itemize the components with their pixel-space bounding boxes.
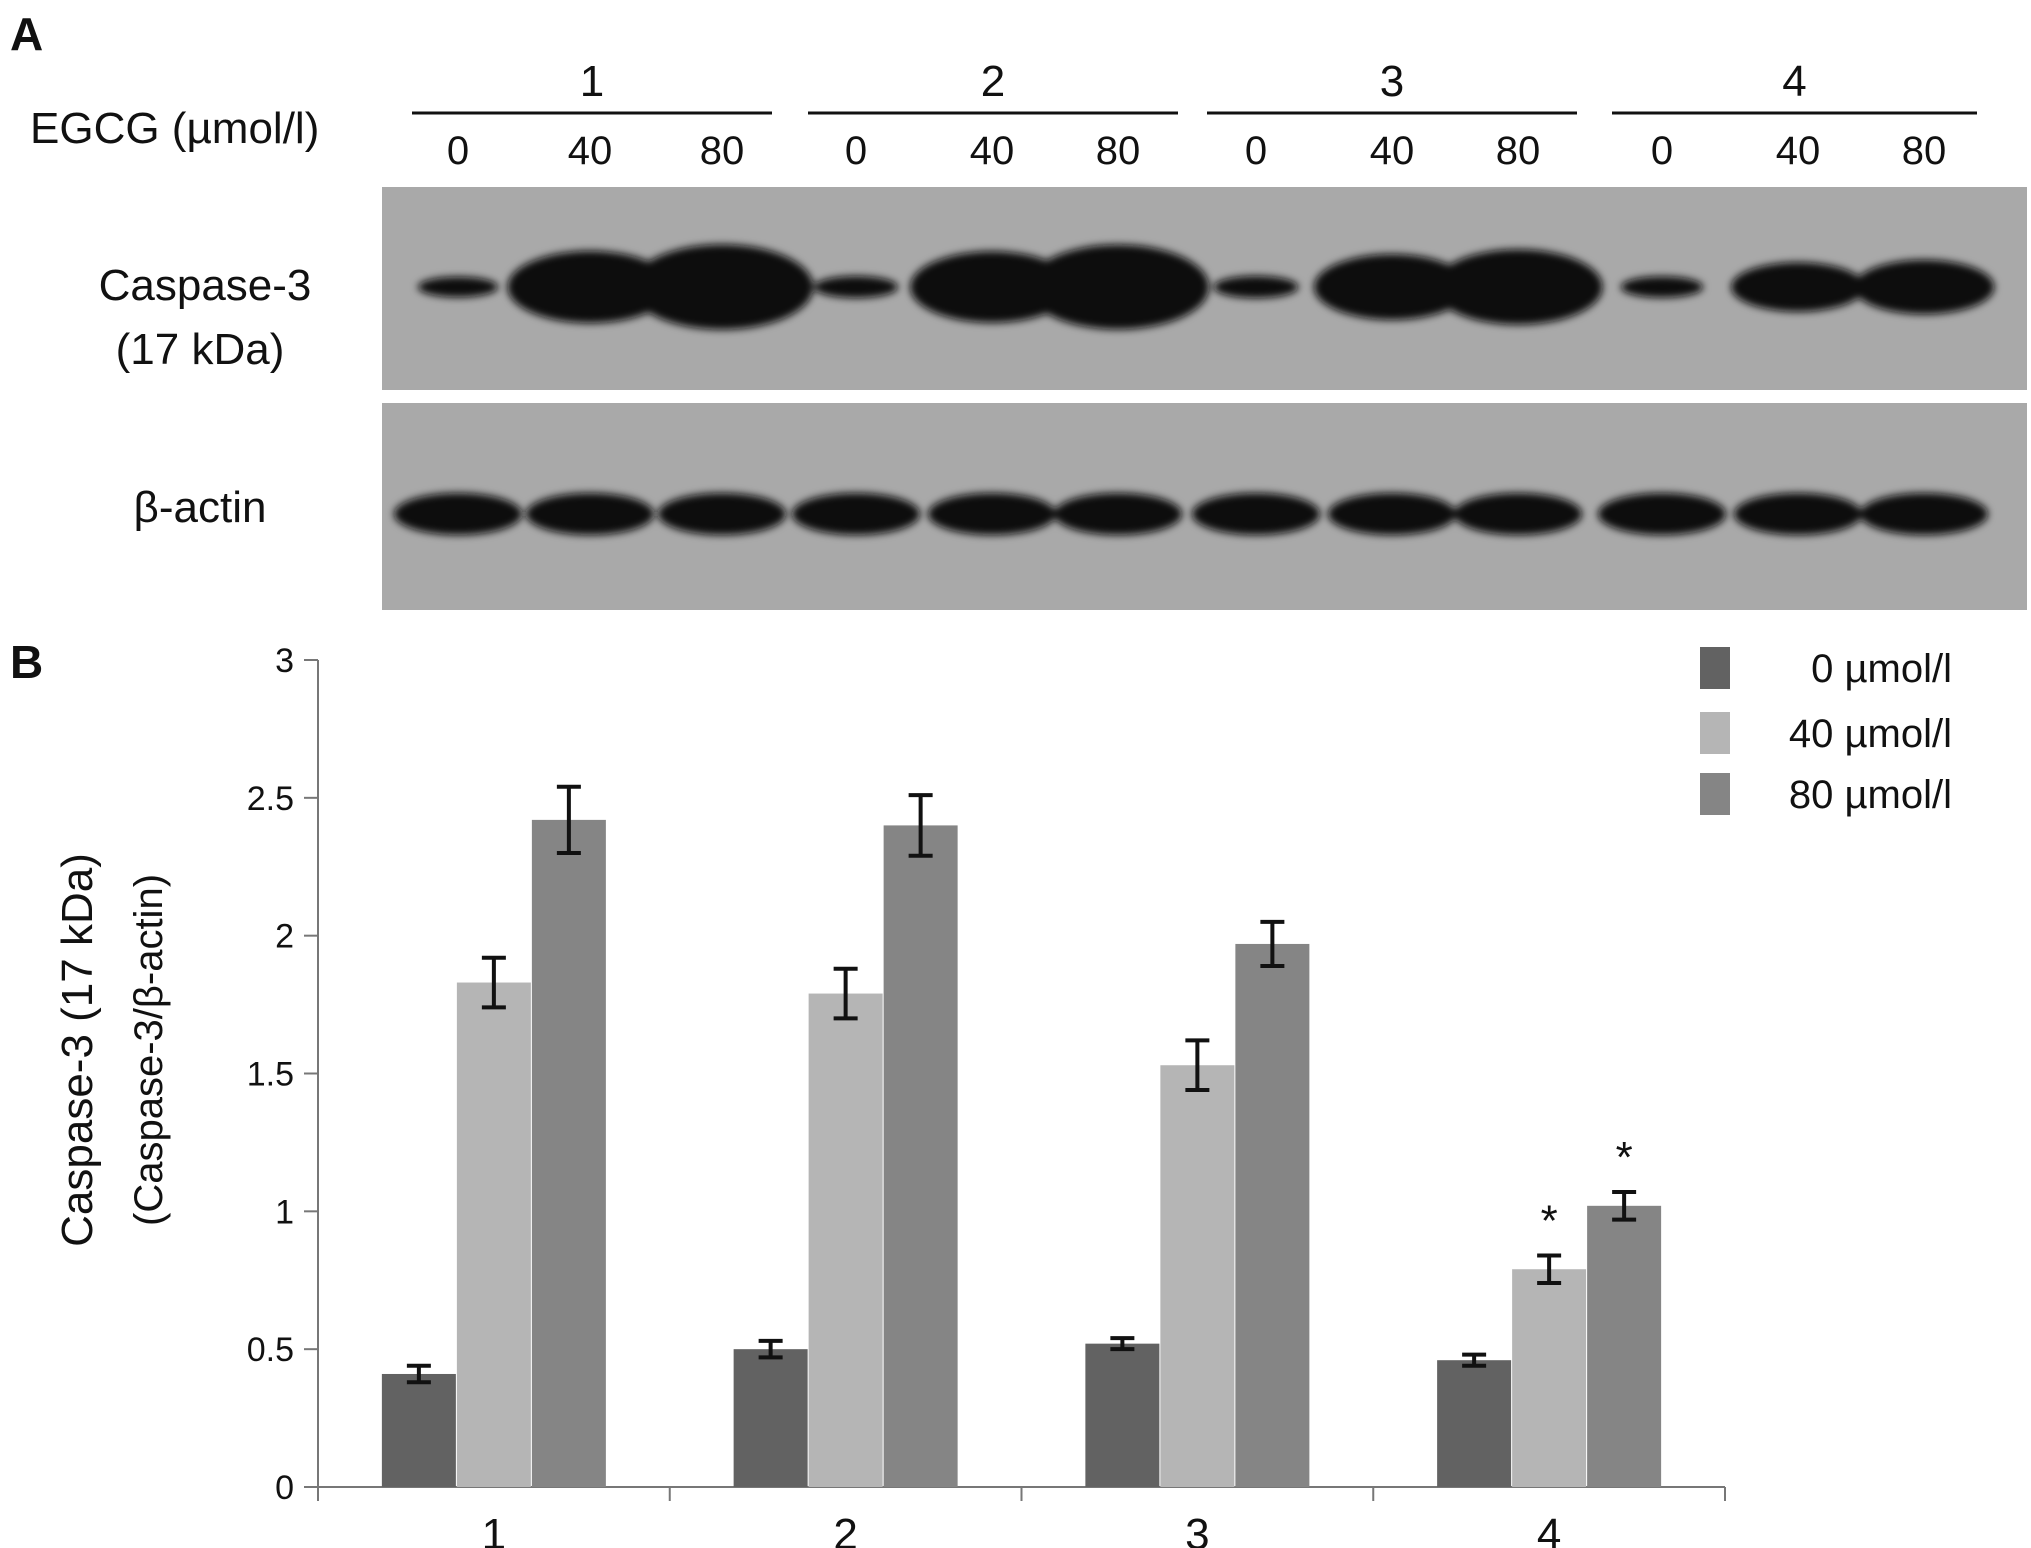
legend-label: 40 µmol/l (1789, 712, 1952, 756)
dose-label: 40 (1370, 129, 1415, 173)
actin-label: β-actin (134, 483, 267, 532)
actin-band (1328, 493, 1456, 535)
actin-band (1598, 493, 1726, 535)
bar-chart: 0 0.5 1 1.5 2 2.5 3 1 2 3 4 * * (247, 642, 1726, 1548)
caspase3-bands (417, 244, 1995, 330)
y-tick-label: 1 (275, 1193, 294, 1231)
y-axis-label: Caspase-3 (17 kDa) (53, 853, 102, 1247)
y-tick-label: 3 (275, 642, 294, 680)
dose-label: 40 (970, 129, 1015, 173)
caspase3-band (630, 244, 814, 330)
actin-band (1734, 493, 1862, 535)
legend-swatch (1700, 647, 1730, 689)
bar (531, 819, 606, 1487)
panel-b-letter: B (10, 636, 43, 688)
actin-band (928, 493, 1056, 535)
actin-band (658, 493, 786, 535)
y-tick-label: 2.5 (247, 780, 294, 818)
caspase3-band (1433, 249, 1603, 325)
x-tick-label: 2 (833, 1510, 857, 1548)
dose-label: 0 (447, 129, 469, 173)
y-tick-label: 1.5 (247, 1056, 294, 1094)
bar (1160, 1065, 1235, 1487)
significance-marker: * (1616, 1133, 1633, 1182)
dose-label: 80 (700, 129, 745, 173)
group-number-3: 3 (1380, 57, 1404, 106)
bar (381, 1373, 456, 1487)
actin-band (1192, 493, 1320, 535)
caspase3-band (910, 251, 1074, 323)
bar (1512, 1269, 1587, 1487)
caspase3-band (417, 276, 499, 298)
caspase3-band (507, 250, 673, 324)
caspase3-band (814, 276, 898, 298)
bar (1437, 1360, 1512, 1487)
legend-label: 80 µmol/l (1789, 773, 1952, 817)
significance-marker: * (1541, 1196, 1558, 1245)
x-tick-label: 4 (1537, 1510, 1561, 1548)
y-tick-label: 2 (275, 918, 294, 956)
legend-label: 0 µmol/l (1811, 647, 1952, 691)
treatment-label: EGCG (µmol/l) (30, 104, 319, 153)
caspase3-band (1027, 244, 1209, 330)
actin-band (1054, 493, 1182, 535)
actin-band (394, 493, 522, 535)
bar (1587, 1205, 1662, 1487)
actin-band (792, 493, 920, 535)
actin-band (1860, 493, 1988, 535)
bar (456, 982, 531, 1487)
dose-label: 0 (845, 129, 867, 173)
actin-band (1454, 493, 1582, 535)
legend-swatch (1700, 712, 1730, 754)
bar (1085, 1343, 1160, 1487)
y-axis-label-2: (Caspase-3/β-actin) (127, 874, 171, 1226)
legend-swatch (1700, 773, 1730, 815)
caspase3-label: Caspase-3 (99, 261, 312, 310)
y-tick-label: 0 (275, 1469, 294, 1507)
dose-label: 80 (1902, 129, 1947, 173)
x-tick-label: 3 (1185, 1510, 1209, 1548)
caspase3-band (1213, 275, 1299, 299)
dose-label: 40 (568, 129, 613, 173)
caspase3-band (1314, 254, 1470, 320)
bar (1235, 943, 1310, 1487)
group-number-2: 2 (981, 57, 1005, 106)
bar (733, 1349, 808, 1487)
x-tick-label: 1 (482, 1510, 506, 1548)
dose-label: 0 (1245, 129, 1267, 173)
bar (883, 825, 958, 1487)
dose-label: 0 (1651, 129, 1673, 173)
dose-label: 40 (1776, 129, 1821, 173)
actin-bands (394, 493, 1988, 535)
dose-label: 80 (1096, 129, 1141, 173)
dose-label: 80 (1496, 129, 1541, 173)
bar (808, 993, 883, 1487)
actin-band (526, 493, 654, 535)
legend: 0 µmol/l 40 µmol/l 80 µmol/l (1700, 647, 1952, 817)
group-number-1: 1 (580, 57, 604, 106)
caspase3-band (1853, 259, 1995, 315)
caspase3-band (1620, 276, 1704, 298)
caspase3-band (1731, 262, 1865, 312)
group-number-4: 4 (1782, 57, 1806, 106)
panel-a-letter: A (10, 8, 43, 60)
y-tick-label: 0.5 (247, 1331, 294, 1369)
caspase3-kda-label: (17 kDa) (116, 325, 285, 374)
